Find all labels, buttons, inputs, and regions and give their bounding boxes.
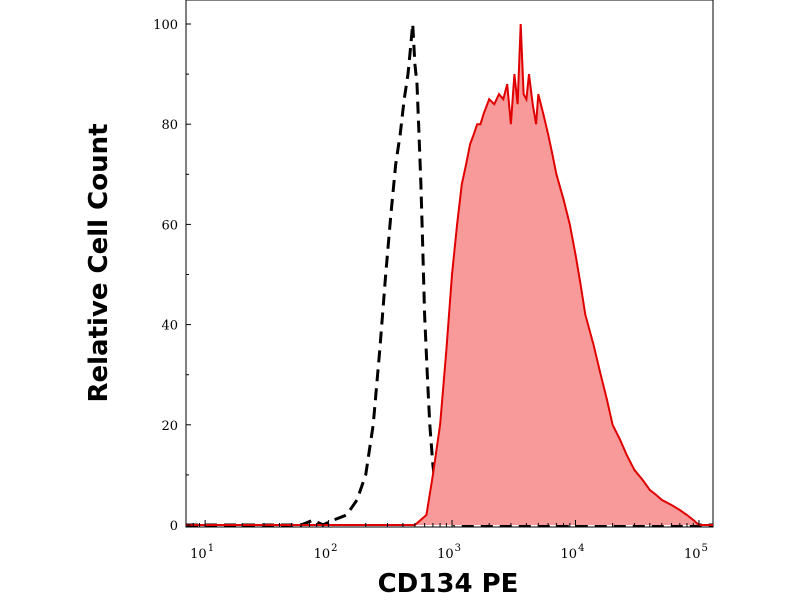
control-histogram-line (186, 23, 713, 527)
y-axis: 0 20 40 60 80 100 (153, 18, 191, 534)
x-tick-label: 104 (561, 543, 585, 562)
x-axis-title: CD134 PE (378, 569, 519, 599)
y-tick-label: 100 (153, 18, 178, 33)
y-tick-label: 20 (161, 419, 178, 434)
stained-histogram-fill (186, 24, 713, 525)
x-tick-label: 105 (684, 543, 708, 562)
stained-histogram-line (186, 23, 713, 526)
series-layer (186, 23, 713, 527)
y-tick-label: 60 (161, 218, 178, 233)
x-tick-label: 102 (314, 543, 338, 562)
y-tick-label: 0 (170, 519, 178, 534)
y-tick-label: 80 (161, 118, 178, 133)
y-tick-label: 40 (161, 319, 178, 334)
y-axis-title: Relative Cell Count (84, 123, 114, 402)
plot-frame (185, 0, 714, 528)
x-tick-label: 103 (437, 543, 461, 562)
x-tick-label: 101 (190, 543, 214, 562)
